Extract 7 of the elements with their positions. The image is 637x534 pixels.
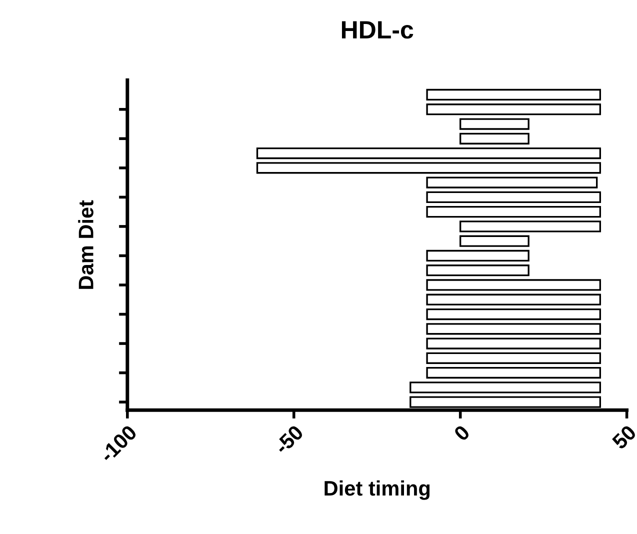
y-axis-title: Dam Diet [78, 200, 94, 289]
x-tick-label: -50 [274, 424, 304, 455]
x-tick-label: -100 [98, 424, 138, 464]
chart-title: HDL-c [342, 21, 414, 39]
x-tick-label: 0 [453, 424, 471, 442]
x-axis-title: Diet timing [324, 480, 430, 500]
x-tick-label: 50 [611, 424, 637, 450]
